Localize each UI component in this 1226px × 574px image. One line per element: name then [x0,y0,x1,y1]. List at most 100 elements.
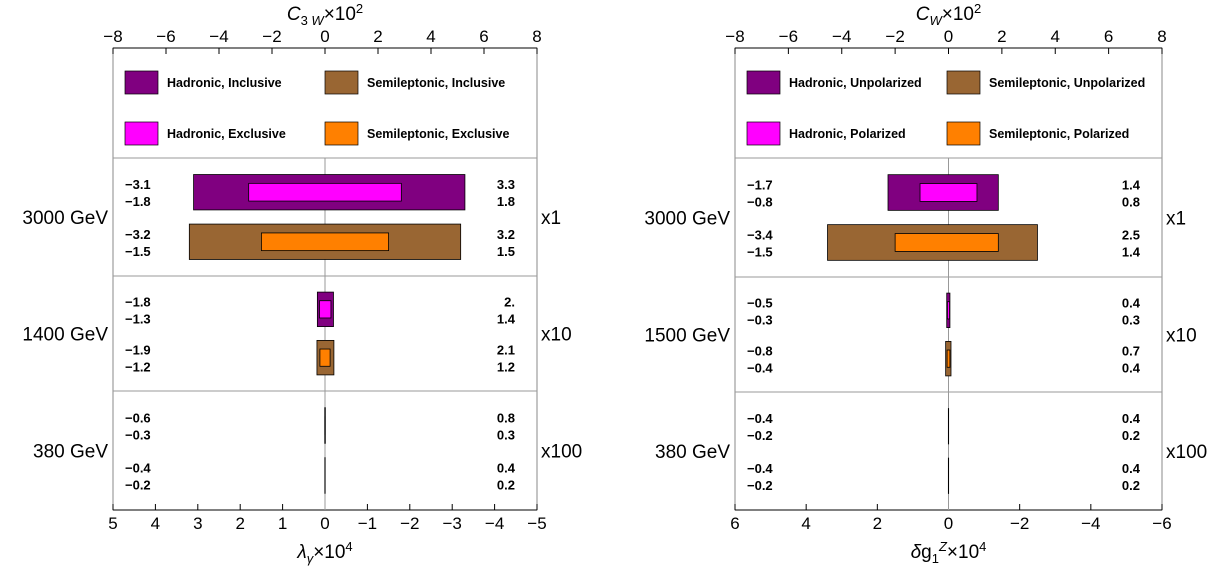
bottom-tick-label: −2 [1010,514,1029,533]
value-label-left: −0.8 [747,344,773,359]
bar [894,233,999,252]
legend-label: Hadronic, Polarized [789,127,906,141]
value-label-left: −3.4 [747,227,773,242]
legend-label: Hadronic, Inclusive [167,76,282,90]
top-tick-label: −8 [725,27,744,46]
value-label-left: −0.4 [747,461,773,476]
legend-swatch [124,121,159,146]
value-label-right: 1.4 [497,311,516,326]
bottom-tick-label: 4 [151,514,160,533]
bottom-axis-title: λγ×104 [296,539,352,566]
left-panel: −8 −6 −4 −2 0 2 4 6 8 5 4 3 2 1 0 −1 −2 −3 −4 −5 C3 W×102 λγ×… [22,1,582,566]
value-label-left: −1.8 [125,294,151,309]
legend-label: Hadronic, Exclusive [167,127,286,141]
value-label-left: −1.9 [125,343,151,358]
legend-label: Semileptonic, Unpolarized [989,76,1145,90]
bar [887,174,999,211]
value-label-left: −1.7 [747,178,773,193]
value-label-right: 2.5 [1122,227,1140,242]
legend-swatch [946,70,981,95]
bar [248,182,402,202]
value-label-right: 1.5 [497,244,515,259]
value-label-right: 0.8 [1122,195,1140,210]
row-energy-label: 1500 GeV [644,326,730,347]
row-scale-label: x1 [541,208,561,229]
bottom-tick-label: 0 [944,514,953,533]
value-label-left: −1.5 [125,244,151,259]
row-scale-label: x100 [541,442,582,463]
value-label-right: 0.8 [497,411,515,426]
bottom-tick-label: −5 [527,514,546,533]
row-energy-label: 3000 GeV [644,209,730,230]
bottom-tick-label: −4 [485,514,504,533]
value-label-right: 3.2 [497,227,515,242]
value-label-right: 0.2 [1122,428,1140,443]
top-tick-label: 0 [944,27,953,46]
value-label-right: 1.4 [1122,244,1141,259]
legend-label: Semileptonic, Exclusive [367,127,509,141]
top-tick-label: −4 [209,27,228,46]
value-label-left: −0.6 [125,411,151,426]
legend-label: Semileptonic, Polarized [989,127,1129,141]
bar [319,348,331,367]
value-label-right: 0.3 [497,428,515,443]
row-scale-label: x1 [1166,209,1186,230]
top-tick-label: −6 [779,27,798,46]
row-scale-label: x10 [541,325,572,346]
bottom-tick-label: 1 [278,514,287,533]
row-energy-label: 380 GeV [33,442,108,463]
value-label-right: 2.1 [497,343,515,358]
top-tick-label: 4 [426,27,435,46]
top-axis-title: C3 W×102 [287,1,363,28]
bottom-tick-label: 2 [873,514,882,533]
value-label-right: 0.4 [497,460,516,475]
top-tick-label: 2 [997,27,1006,46]
row-energy-label: 3000 GeV [22,208,108,229]
value-label-right: 0.4 [1122,295,1141,310]
bottom-axis-title: δg1Z×104 [911,539,987,566]
bottom-tick-label: −4 [1081,514,1100,533]
bar [260,232,389,252]
legend-swatch [946,121,981,146]
value-label-right: 1.8 [497,194,515,209]
row-energy-label: 380 GeV [655,442,730,463]
bar [946,349,951,368]
bottom-tick-label: 4 [801,514,810,533]
top-tick-label: −4 [832,27,851,46]
bottom-tick-label: −1 [358,514,377,533]
bottom-tick-label: 2 [235,514,244,533]
bottom-tick-label: −2 [400,514,419,533]
value-label-left: −0.2 [125,477,151,492]
bottom-tick-label: −3 [443,514,462,533]
value-label-right: 2. [504,294,515,309]
bar [188,223,462,260]
right-panel: −8 −6 −4 −2 0 2 4 6 8 6 4 2 0 −2 −4 −6 CW×102 δg1Z×104 Had… [644,1,1207,566]
value-label-left: −0.8 [747,195,773,210]
value-label-right: 0.4 [1122,461,1141,476]
top-tick-label: −8 [103,27,122,46]
bar [319,300,332,319]
value-label-right: 0.2 [1122,478,1140,493]
value-label-left: −1.8 [125,194,151,209]
row-scale-label: x10 [1166,326,1197,347]
value-label-left: −1.2 [125,360,151,375]
top-tick-label: 2 [373,27,382,46]
top-tick-label: 6 [1104,27,1113,46]
row-energy-label: 1400 GeV [22,325,108,346]
top-tick-label: 6 [479,27,488,46]
top-tick-label: 8 [532,27,541,46]
top-tick-label: 4 [1051,27,1060,46]
bottom-tick-label: 0 [320,514,329,533]
value-label-right: 0.4 [1122,361,1141,376]
value-label-right: 0.3 [1122,312,1140,327]
bar [947,301,950,320]
bottom-tick-label: 3 [193,514,202,533]
top-tick-label: −2 [262,27,281,46]
value-label-left: −0.3 [125,428,151,443]
legend-swatch [324,70,359,95]
value-label-left: −1.3 [125,311,151,326]
value-label-left: −0.4 [747,411,773,426]
value-label-left: −0.3 [747,312,773,327]
value-label-left: −0.2 [747,478,773,493]
